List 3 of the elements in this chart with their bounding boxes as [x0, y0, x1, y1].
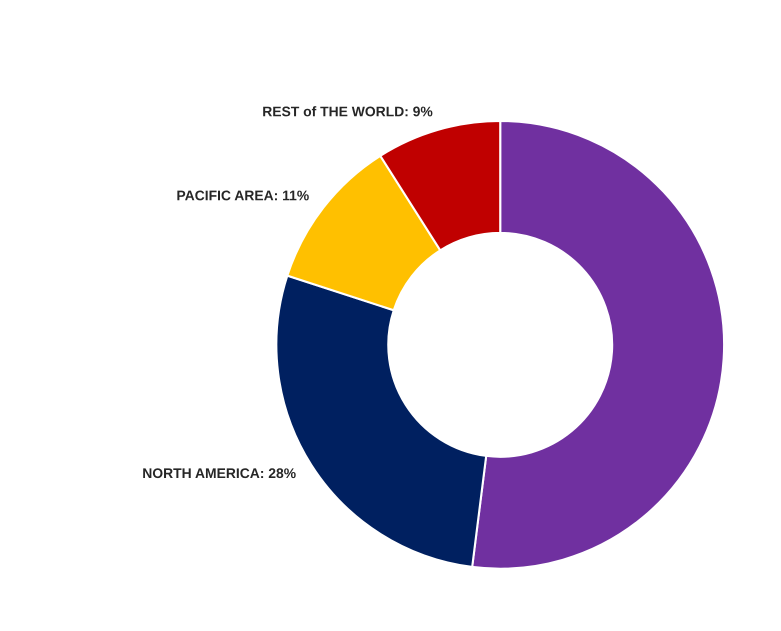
slice-label: REST of THE WORLD: 9%	[263, 106, 432, 116]
slice-label: NORTH AMERICA: 28%	[143, 468, 296, 478]
slice-label: PACIFIC AREA: 11%	[177, 190, 309, 200]
